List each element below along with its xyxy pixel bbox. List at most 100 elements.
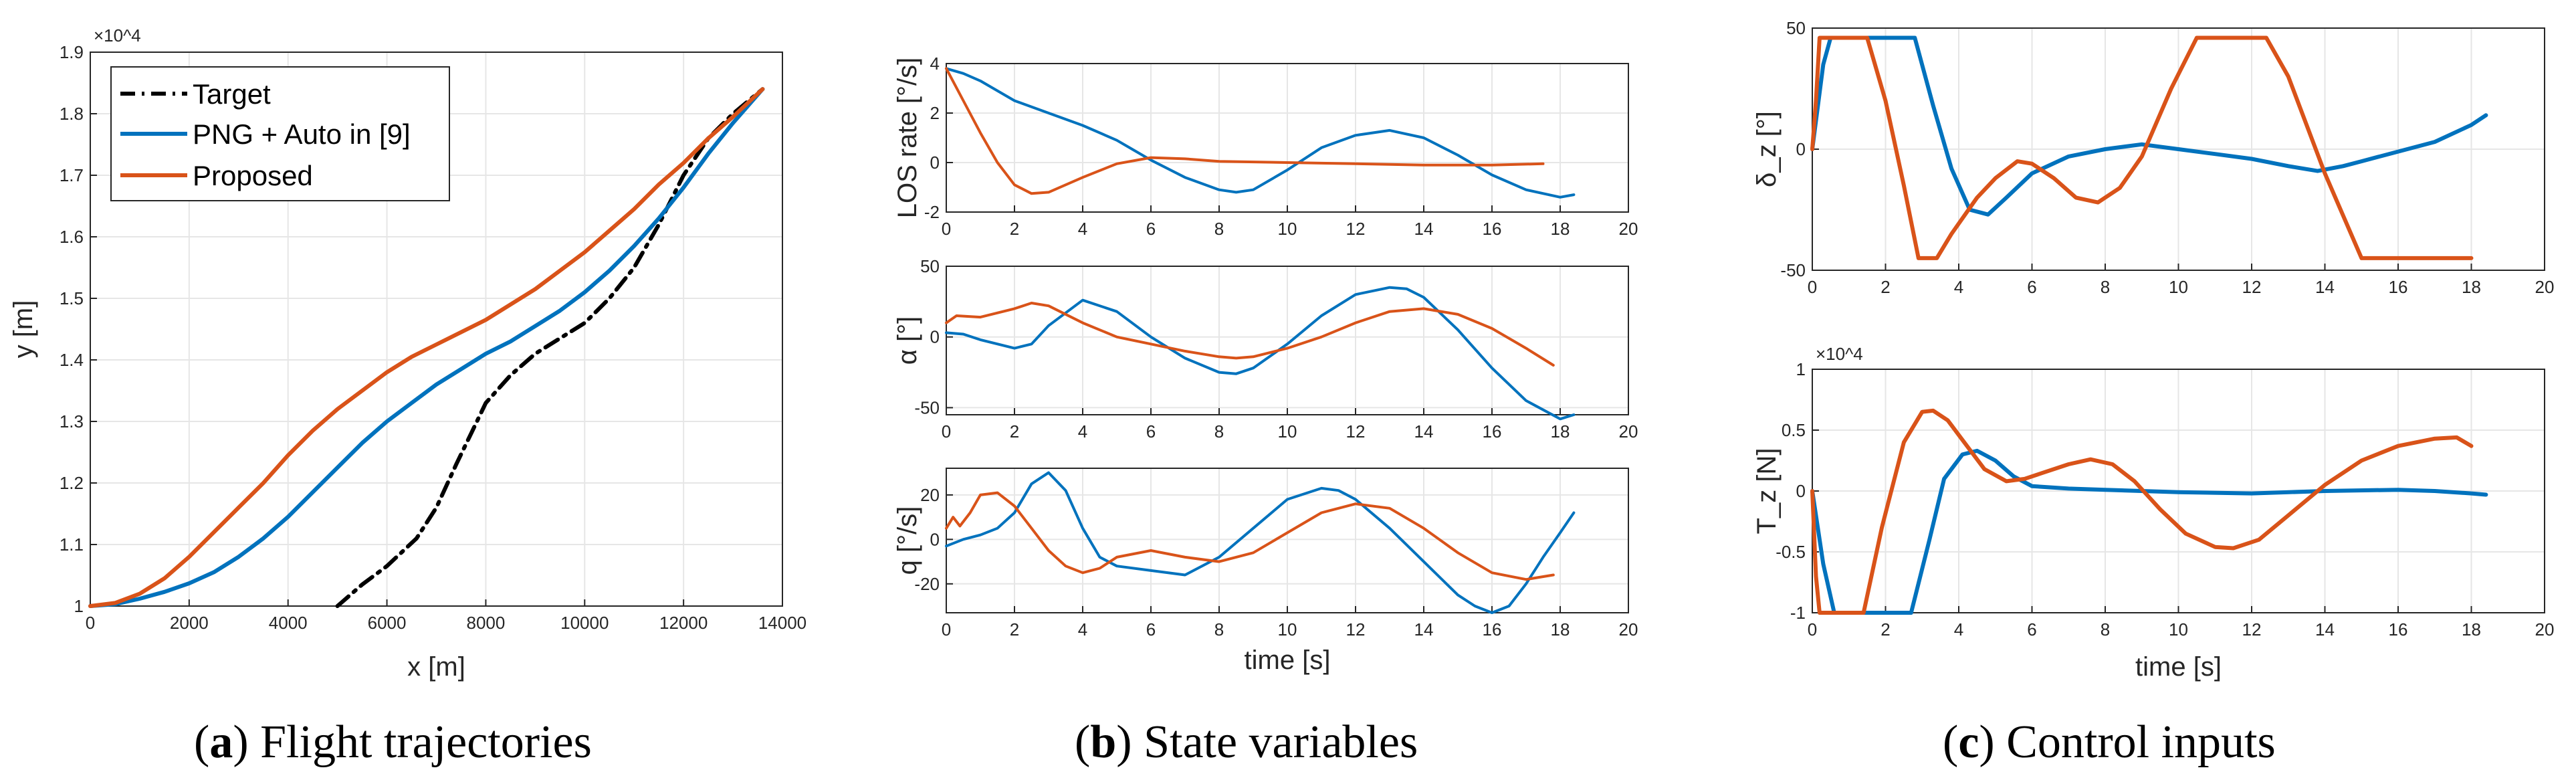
ytick-label-traj: 1.5: [60, 288, 84, 308]
panels: 0 2000 4000 6000 8000 10 0 0 0 12000 14 0 0 0 1 1.1 1.2 1…: [9, 18, 2554, 682]
ytick-label-q: 0: [930, 529, 940, 549]
xtick-label-deltaz: 4: [1954, 277, 1963, 297]
legend-label-target: Target: [193, 78, 271, 110]
ylabel-alpha: α [°]: [893, 316, 922, 365]
xtick-label-q: 2: [1010, 619, 1019, 640]
series-line-tz-0: [1810, 448, 2488, 615]
legend: Target PNG + Auto in [9] Proposed: [110, 66, 450, 201]
ytick-label-tz: -0.5: [1776, 542, 1806, 562]
xtick-label-alpha: 8: [1214, 421, 1224, 442]
xtick-label-q: 14: [1414, 619, 1434, 640]
caption-c-text: Control inputs: [1995, 716, 2276, 768]
ylabel-deltaz: δ_z [°]: [1752, 111, 1782, 187]
xtick-label-los: 14: [1414, 219, 1434, 239]
ytick-label-traj: 1.6: [60, 227, 84, 247]
ytick-label-traj: 1.2: [60, 473, 84, 493]
xtick-label-q: 18: [1551, 619, 1570, 640]
xtick-label-deltaz: 10: [2169, 277, 2188, 297]
xtick-label-q: 0: [942, 619, 951, 640]
xtick-label-tz: 4: [1954, 619, 1963, 640]
axes-box-traj: [90, 52, 783, 607]
xtick-label-alpha: 16: [1483, 421, 1502, 442]
ytick-label-deltaz: 0: [1796, 139, 1806, 159]
ytick-label-traj: 1.7: [60, 165, 84, 185]
legend-label-proposed: Proposed: [193, 160, 313, 191]
xtick-label-q: 10: [1278, 619, 1297, 640]
caption-b-letter: b: [1090, 716, 1116, 768]
series-line-q-0: [945, 471, 1576, 614]
ytick-label-traj: 1.1: [60, 534, 84, 555]
exponent-label-traj: ×10^4: [94, 25, 141, 45]
xtick-label-deltaz: 8: [2101, 277, 2110, 297]
xtick-label-traj: 6000: [368, 613, 407, 633]
ytick-label-traj: 1.9: [60, 42, 84, 62]
xtick-label-deltaz: 20: [2535, 277, 2555, 297]
ylabel-traj: y [m]: [9, 300, 38, 359]
xtick-label-q: 12: [1346, 619, 1366, 640]
ytick-label-los: -2: [924, 202, 940, 222]
caption-b: (b) State variables: [1075, 716, 1418, 768]
xlabel-q: time [s]: [1245, 646, 1331, 675]
ytick-label-los: 2: [930, 103, 940, 123]
xtick-label-alpha: 0: [942, 421, 951, 442]
caption-c-letter: c: [1958, 716, 1979, 768]
xtick-label-deltaz: 18: [2462, 277, 2481, 297]
xtick-label-traj: 2000: [170, 613, 209, 633]
ytick-label-tz: 0.5: [1782, 420, 1806, 440]
xtick-label-deltaz: 12: [2242, 277, 2262, 297]
xtick-label-traj: 4000: [269, 613, 308, 633]
xtick-label-tz: 8: [2101, 619, 2110, 640]
series-line-alpha-1: [945, 302, 1555, 367]
xtick-label-alpha: 14: [1414, 421, 1434, 442]
xtick-label-deltaz: 0: [1808, 277, 1817, 297]
xtick-label-los: 6: [1146, 219, 1156, 239]
xtick-label-tz: 14: [2315, 619, 2335, 640]
xtick-label-alpha: 2: [1010, 421, 1019, 442]
svg-text:(a) Flight trajectories: (a) Flight trajectories: [194, 716, 592, 768]
xtick-label-los: 18: [1551, 219, 1570, 239]
exponent-label-tz: ×10^4: [1816, 344, 1863, 364]
ytick-label-tz: -1: [1790, 603, 1806, 623]
ytick-label-traj: 1.3: [60, 411, 84, 431]
ytick-label-deltaz: -50: [1780, 260, 1806, 280]
panel-tz: 0 2 4 6 8 10 12 14 16 18 20 -1 -0.5 0 0.5 1 T_z [N] time …: [1752, 344, 2554, 682]
ylabel-los: LOS rate [°/s]: [893, 58, 922, 219]
ylabel-tz: T_z [N]: [1752, 448, 1782, 534]
xtick-label-deltaz: 2: [1881, 277, 1890, 297]
xtick-label-q: 4: [1078, 619, 1087, 640]
xlabel-traj: x [m]: [407, 652, 465, 682]
xtick-label-traj: 8000: [467, 613, 506, 633]
xtick-label-los: 20: [1619, 219, 1638, 239]
legend-label-png: PNG + Auto in [9]: [193, 118, 411, 150]
xtick-label-tz: 16: [2389, 619, 2408, 640]
series-line-los-0: [945, 67, 1576, 199]
ytick-label-alpha: -50: [914, 397, 940, 417]
series-line-q-1: [945, 491, 1555, 581]
series-line-traj-0: [335, 87, 765, 608]
series-line-deltaz-1: [1810, 35, 2474, 260]
ylabel-q: q [°/s]: [893, 506, 922, 575]
xtick-label-q: 8: [1214, 619, 1224, 640]
series-line-alpha-0: [945, 286, 1576, 421]
xtick-label-los: 0: [942, 219, 951, 239]
xtick-label-alpha: 20: [1619, 421, 1638, 442]
xtick-label-los: 8: [1214, 219, 1224, 239]
svg-text:(b) State variables: (b) State variables: [1075, 716, 1418, 768]
xtick-label-q: 16: [1483, 619, 1502, 640]
ytick-label-los: 4: [930, 54, 940, 74]
xtick-label-los: 4: [1078, 219, 1087, 239]
caption-a-letter: a: [209, 716, 233, 768]
xtick-label-traj: 12000: [659, 613, 708, 633]
ytick-label-tz: 1: [1796, 359, 1806, 379]
xlabel-tz: time [s]: [2135, 652, 2222, 682]
ytick-label-los: 0: [930, 153, 940, 173]
xtick-label-traj: 0: [86, 613, 95, 633]
caption-a-text: Flight trajectories: [249, 716, 592, 768]
series-line-los-1: [945, 67, 1545, 195]
xtick-label-tz: 6: [2027, 619, 2036, 640]
series-line-traj-2: [88, 87, 765, 608]
xtick-label-tz: 18: [2462, 619, 2481, 640]
